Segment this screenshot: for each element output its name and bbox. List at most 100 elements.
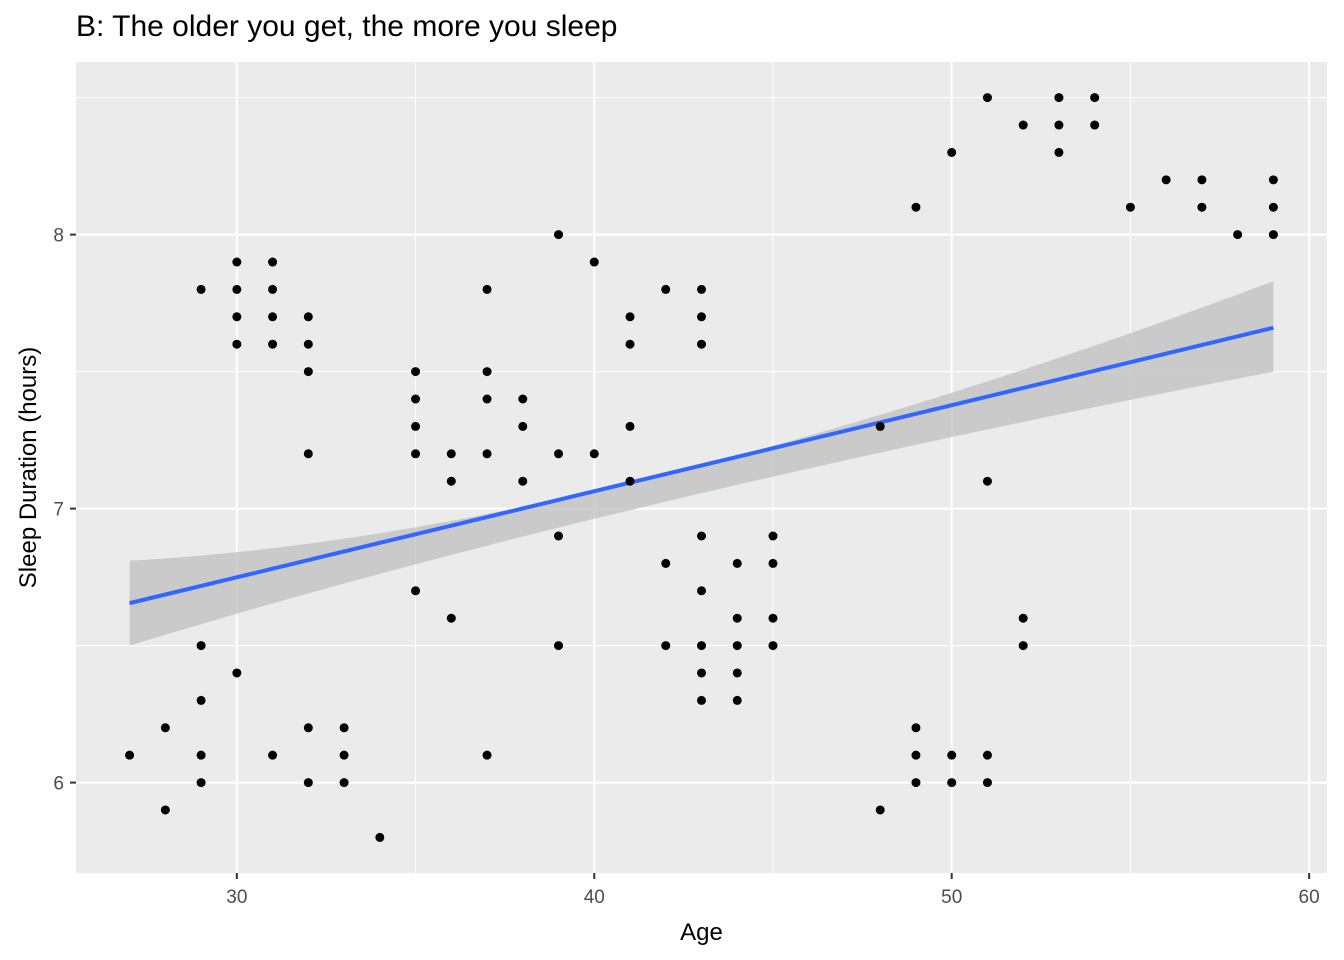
data-point bbox=[339, 723, 349, 733]
confidence-band bbox=[129, 281, 1274, 646]
data-point bbox=[697, 312, 706, 322]
data-point bbox=[947, 750, 957, 760]
data-point bbox=[732, 558, 742, 568]
minor-gridlines bbox=[76, 62, 1327, 873]
data-point bbox=[625, 421, 635, 431]
data-point bbox=[1268, 202, 1278, 212]
data-point bbox=[196, 284, 206, 294]
data-point bbox=[875, 421, 885, 431]
y-tick-label: 7 bbox=[53, 500, 64, 521]
data-point bbox=[518, 476, 528, 486]
data-point bbox=[554, 449, 564, 459]
data-point bbox=[554, 531, 564, 541]
data-point bbox=[911, 723, 921, 733]
data-point bbox=[768, 641, 778, 651]
data-point bbox=[625, 312, 635, 322]
data-point bbox=[339, 750, 349, 760]
data-point bbox=[1054, 147, 1064, 157]
data-point bbox=[482, 750, 492, 760]
data-point bbox=[303, 339, 313, 349]
data-point bbox=[232, 339, 242, 349]
data-point bbox=[589, 257, 599, 267]
data-point bbox=[661, 558, 671, 568]
data-point bbox=[125, 750, 135, 760]
data-point bbox=[446, 613, 456, 623]
data-point bbox=[1197, 202, 1207, 212]
data-point bbox=[232, 668, 242, 678]
data-point bbox=[768, 531, 778, 541]
x-tick-label: 40 bbox=[584, 887, 605, 908]
data-point bbox=[196, 778, 206, 788]
data-point bbox=[697, 531, 706, 541]
data-point bbox=[697, 339, 706, 349]
data-point bbox=[625, 476, 635, 486]
data-point bbox=[697, 586, 706, 596]
x-tick-label: 60 bbox=[1299, 887, 1320, 908]
data-point bbox=[518, 394, 528, 404]
major-gridlines bbox=[76, 62, 1327, 873]
data-point bbox=[411, 421, 421, 431]
data-point bbox=[947, 147, 957, 157]
y-axis-title: Sleep Duration (hours) bbox=[15, 347, 42, 588]
data-point bbox=[732, 641, 742, 651]
data-point bbox=[196, 695, 206, 705]
data-point bbox=[303, 449, 313, 459]
data-point bbox=[1197, 175, 1207, 185]
data-point bbox=[554, 230, 564, 240]
data-point bbox=[268, 750, 278, 760]
data-point bbox=[482, 367, 492, 377]
data-point bbox=[1054, 120, 1064, 130]
data-point bbox=[268, 284, 278, 294]
data-point bbox=[446, 449, 456, 459]
data-point bbox=[268, 257, 278, 267]
data-point bbox=[982, 750, 992, 760]
data-point bbox=[232, 312, 242, 322]
x-axis-title: Age bbox=[680, 919, 723, 946]
data-point bbox=[303, 723, 313, 733]
data-point bbox=[339, 778, 349, 788]
data-point bbox=[375, 832, 385, 842]
data-point bbox=[160, 805, 170, 815]
data-point bbox=[1054, 93, 1064, 103]
data-point bbox=[661, 641, 671, 651]
data-point bbox=[1018, 613, 1028, 623]
data-point bbox=[1018, 120, 1028, 130]
data-point bbox=[196, 641, 206, 651]
data-point bbox=[303, 778, 313, 788]
data-points bbox=[125, 93, 1278, 842]
data-point bbox=[303, 367, 313, 377]
data-point bbox=[697, 695, 706, 705]
data-point bbox=[411, 367, 421, 377]
data-point bbox=[982, 778, 992, 788]
data-point bbox=[446, 476, 456, 486]
data-point bbox=[1268, 175, 1278, 185]
data-point bbox=[1018, 641, 1028, 651]
data-point bbox=[411, 586, 421, 596]
data-point bbox=[1125, 202, 1135, 212]
chart-title: B: The older you get, the more you sleep bbox=[76, 10, 618, 43]
data-point bbox=[911, 202, 921, 212]
data-point bbox=[625, 339, 635, 349]
trend-line bbox=[129, 325, 1274, 606]
data-point bbox=[232, 284, 242, 294]
data-point bbox=[232, 257, 242, 267]
x-axis: 30 40 50 60 bbox=[226, 873, 1320, 908]
data-point bbox=[482, 449, 492, 459]
data-point bbox=[947, 778, 957, 788]
data-point bbox=[911, 750, 921, 760]
data-point bbox=[768, 558, 778, 568]
data-point bbox=[482, 394, 492, 404]
data-point bbox=[982, 93, 992, 103]
data-point bbox=[196, 750, 206, 760]
y-tick-label: 6 bbox=[53, 774, 64, 795]
data-point bbox=[1268, 230, 1278, 240]
x-tick-label: 50 bbox=[941, 887, 962, 908]
data-point bbox=[160, 723, 170, 733]
data-point bbox=[1233, 230, 1243, 240]
data-point bbox=[768, 613, 778, 623]
data-point bbox=[732, 613, 742, 623]
data-point bbox=[875, 805, 885, 815]
data-point bbox=[697, 641, 706, 651]
y-tick-label: 8 bbox=[53, 226, 64, 247]
